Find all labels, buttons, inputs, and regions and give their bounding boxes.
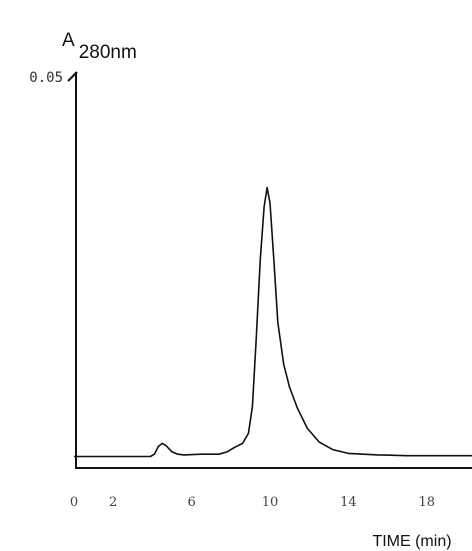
y-axis-label-main: A [62,30,75,51]
y-axis-label-sub: 280nm [79,42,137,63]
x-tick-label-10: 10 [262,495,279,510]
x-tick-labels: 0 2 6 10 14 18 [70,495,435,510]
y-axis: 0.05 [29,70,78,469]
y-tick-0-05 [67,71,78,82]
x-tick-label-0: 0 [70,495,78,510]
x-tick-label-14: 14 [340,495,357,510]
x-axis: 0 2 6 10 14 18 TIME (min) [70,467,472,550]
x-tick-label-18: 18 [419,495,436,510]
y-tick-label: 0.05 [29,70,63,86]
x-axis-label: TIME (min) [372,533,451,550]
y-axis-label: A280nm [62,30,137,63]
x-tick-label-2: 2 [109,495,117,510]
absorbance-trace [74,186,472,458]
x-tick-label-6: 6 [187,495,195,510]
